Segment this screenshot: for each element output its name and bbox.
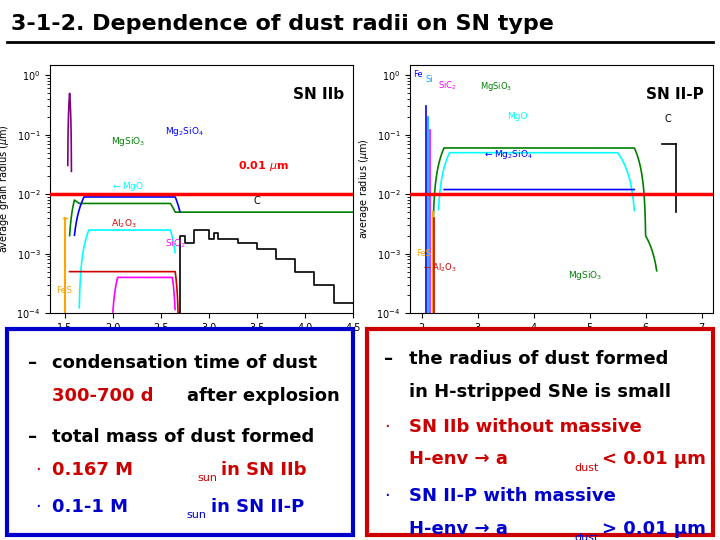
Text: < 0.01 μm: < 0.01 μm [602,450,706,469]
Text: 0.1-1 M: 0.1-1 M [52,498,128,516]
Y-axis label: average radius ($\mu$m): average radius ($\mu$m) [357,139,371,239]
Text: H-env → a: H-env → a [409,520,508,538]
Text: Mg$_2$SiO$_4$: Mg$_2$SiO$_4$ [166,125,204,138]
Text: dust: dust [575,532,599,540]
Text: ·: · [384,488,390,505]
Text: in SN II-P: in SN II-P [211,498,305,516]
Text: ·: · [384,417,390,436]
Text: Fe: Fe [413,70,423,79]
Text: C: C [253,196,260,206]
Text: MgO: MgO [507,112,528,122]
Text: MgSiO$_3$: MgSiO$_3$ [480,80,512,93]
X-axis label: enclosed mass; $M_r$ ($M_\odot$): enclosed mass; $M_r$ ($M_\odot$) [142,339,261,352]
Text: 300-700 d: 300-700 d [52,387,153,405]
Text: > 0.01 μm: > 0.01 μm [602,520,706,538]
Text: FeS: FeS [56,286,73,295]
Text: SN II-P with massive: SN II-P with massive [409,488,616,505]
Text: Si: Si [426,75,433,84]
Text: C: C [665,114,671,124]
Text: sun: sun [197,473,217,483]
Text: the radius of dust formed: the radius of dust formed [409,350,668,368]
Text: 3-1-2. Dependence of dust radii on SN type: 3-1-2. Dependence of dust radii on SN ty… [11,14,554,33]
Text: $\leftarrow$Mg$_2$SiO$_4$: $\leftarrow$Mg$_2$SiO$_4$ [483,148,533,161]
Text: ·: · [35,461,40,479]
Text: FeS: FeS [416,249,431,258]
Text: total mass of dust formed: total mass of dust formed [52,428,315,446]
Text: 0.167 M: 0.167 M [52,461,133,479]
Text: after explosion: after explosion [187,387,340,405]
Y-axis label: average grain radius ($\mu$m): average grain radius ($\mu$m) [0,125,11,253]
Text: H-env → a: H-env → a [409,450,508,469]
Text: $\leftarrow$Al$_2$O$_3$: $\leftarrow$Al$_2$O$_3$ [423,262,457,274]
Text: SiC$_2$: SiC$_2$ [438,80,456,92]
Text: in H-stripped SNe is small: in H-stripped SNe is small [409,383,670,401]
Text: condensation time of dust: condensation time of dust [52,354,318,372]
X-axis label: enclosed mass; $M_r$ ($M_\odot$): enclosed mass; $M_r$ ($M_\odot$) [502,339,621,352]
Text: Al$_2$O$_3$: Al$_2$O$_3$ [111,217,137,230]
Text: MgSiO$_3$: MgSiO$_3$ [567,269,602,282]
Text: SN IIb without massive: SN IIb without massive [409,417,642,436]
Text: SN II-P: SN II-P [646,87,703,102]
Text: Nozawa+10, ApJ, 713, 356: Nozawa+10, ApJ, 713, 356 [487,65,713,80]
Text: in SN IIb: in SN IIb [222,461,307,479]
Text: –: – [384,350,394,368]
Text: dust: dust [575,463,599,473]
Text: SN IIb: SN IIb [292,87,343,102]
Text: –: – [28,428,37,446]
Text: sun: sun [187,510,207,520]
Text: 0.01 $\mu$m: 0.01 $\mu$m [238,159,289,173]
Text: –: – [28,354,37,372]
Text: $\leftarrow$MgO: $\leftarrow$MgO [111,180,144,193]
Text: MgSiO$_3$: MgSiO$_3$ [111,136,145,148]
Text: ·: · [35,498,40,516]
Text: SiO$_2$: SiO$_2$ [166,237,186,249]
